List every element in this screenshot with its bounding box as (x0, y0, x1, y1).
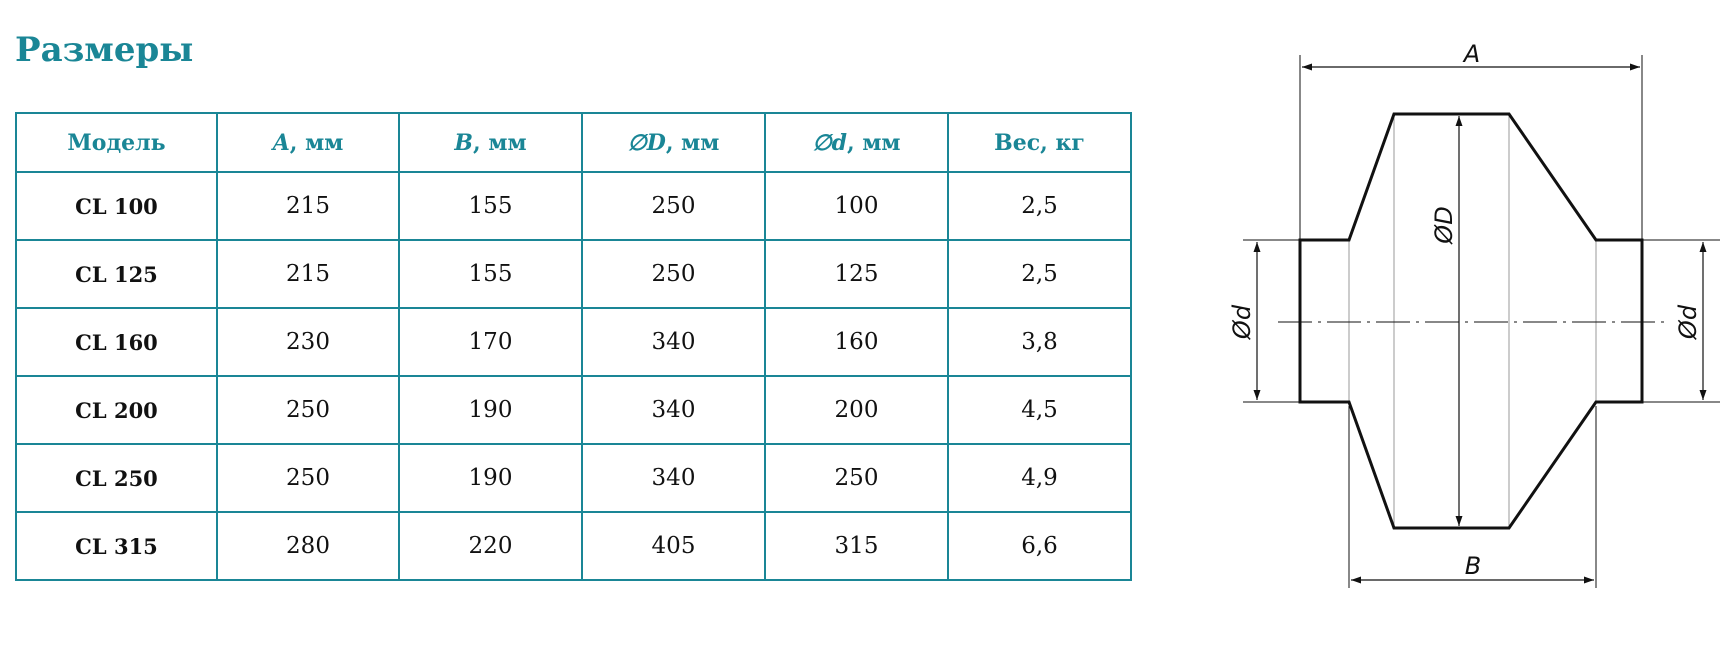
cell-weight: 2,5 (947, 239, 1132, 309)
header-model: Модель (15, 112, 218, 173)
label-d-small-right: Ød (1674, 304, 1702, 340)
cell-a: 215 (216, 171, 400, 241)
cell-b: 190 (398, 443, 583, 513)
cell-diameter-large: 405 (581, 511, 766, 581)
page-title: Размеры (15, 30, 194, 70)
table-row: CL 160 230 170 340 160 3,8 (15, 307, 1132, 377)
cell-b: 220 (398, 511, 583, 581)
label-b: B (1465, 552, 1481, 580)
cell-a: 215 (216, 239, 400, 309)
cell-model: CL 100 (15, 171, 218, 241)
cell-b: 155 (398, 171, 583, 241)
table-row: CL 250 250 190 340 250 4,9 (15, 443, 1132, 513)
label-a: A (1462, 40, 1480, 68)
label-d-large: ØD (1430, 206, 1458, 244)
header-diameter-d-large: ∅D, мм (581, 112, 766, 173)
extension-lines (1243, 55, 1720, 588)
cell-diameter-large: 340 (581, 443, 766, 513)
table-row: CL 100 215 155 250 100 2,5 (15, 171, 1132, 241)
inner-body-lines (1348, 114, 1597, 528)
cell-weight: 2,5 (947, 171, 1132, 241)
cell-a: 250 (216, 375, 400, 445)
table-header-row: Модель A, мм B, мм ∅D, мм ∅d, мм Вес, кг (15, 112, 1132, 173)
cell-weight: 4,9 (947, 443, 1132, 513)
cell-b: 155 (398, 239, 583, 309)
header-weight: Вес, кг (947, 112, 1132, 173)
cell-a: 230 (216, 307, 400, 377)
cell-model: CL 200 (15, 375, 218, 445)
table-row: CL 315 280 220 405 315 6,6 (15, 511, 1132, 581)
duct-fan-dimension-drawing: A B ØD Ød Ød (1228, 40, 1720, 588)
cell-diameter-small: 315 (764, 511, 949, 581)
table-row: CL 125 215 155 250 125 2,5 (15, 239, 1132, 309)
label-d-small-left: Ød (1228, 304, 1256, 340)
header-a: A, мм (216, 112, 400, 173)
table-row: CL 200 250 190 340 200 4,5 (15, 375, 1132, 445)
cell-diameter-large: 340 (581, 375, 766, 445)
cell-diameter-large: 250 (581, 171, 766, 241)
cell-diameter-small: 250 (764, 443, 949, 513)
header-diameter-d-small: ∅d, мм (764, 112, 949, 173)
cell-diameter-small: 200 (764, 375, 949, 445)
cell-diameter-small: 100 (764, 171, 949, 241)
cell-diameter-large: 340 (581, 307, 766, 377)
cell-weight: 6,6 (947, 511, 1132, 581)
cell-model: CL 315 (15, 511, 218, 581)
cell-diameter-small: 160 (764, 307, 949, 377)
header-b: B, мм (398, 112, 583, 173)
cell-diameter-large: 250 (581, 239, 766, 309)
cell-model: CL 250 (15, 443, 218, 513)
cell-a: 280 (216, 511, 400, 581)
cell-b: 190 (398, 375, 583, 445)
cell-weight: 3,8 (947, 307, 1132, 377)
fan-body-outline (1298, 112, 1644, 530)
cell-model: CL 125 (15, 239, 218, 309)
cell-a: 250 (216, 443, 400, 513)
dimensions-table: Модель A, мм B, мм ∅D, мм ∅d, мм Вес, кг… (15, 112, 1132, 581)
cell-b: 170 (398, 307, 583, 377)
cell-weight: 4,5 (947, 375, 1132, 445)
cell-diameter-small: 125 (764, 239, 949, 309)
cell-model: CL 160 (15, 307, 218, 377)
